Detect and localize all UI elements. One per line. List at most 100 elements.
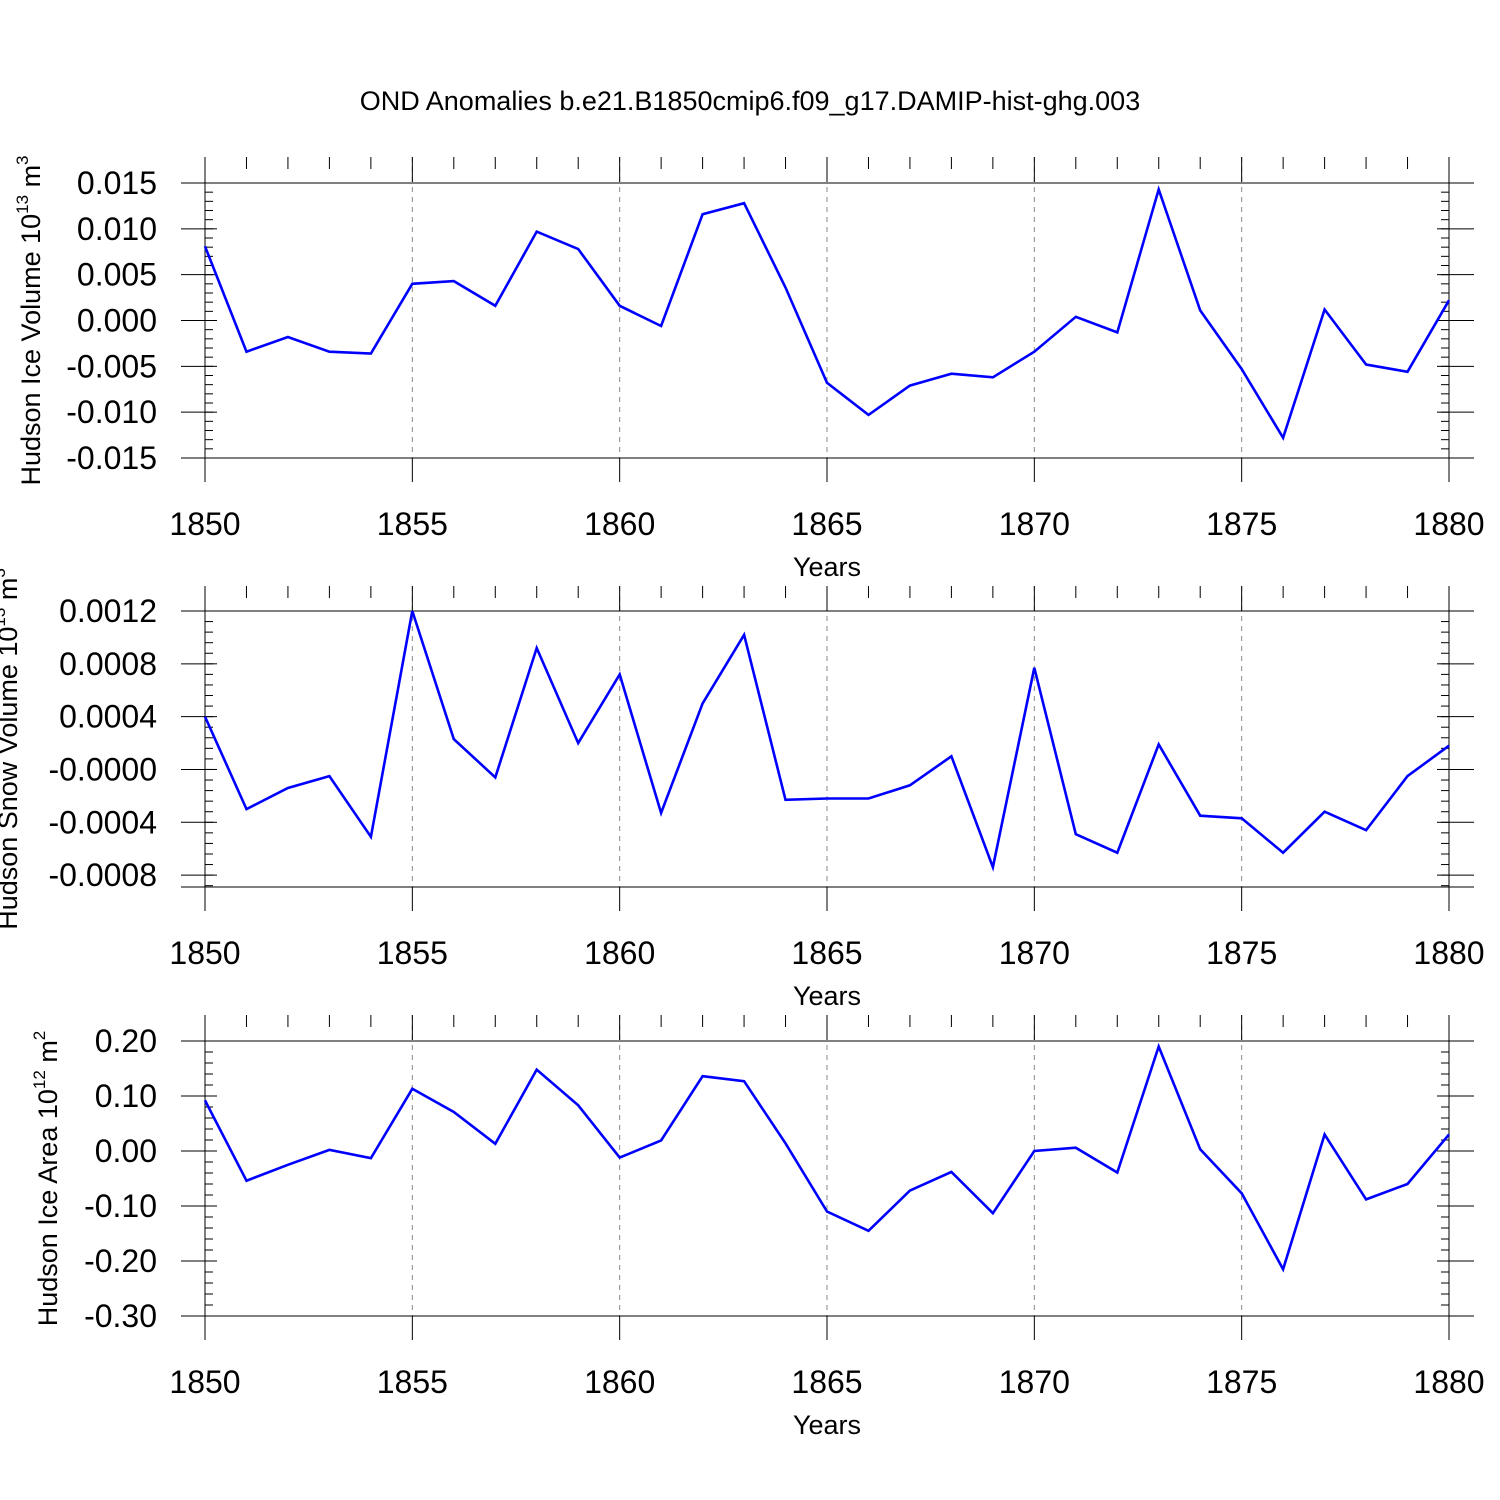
data-point [1281, 1267, 1285, 1271]
data-point [784, 1141, 788, 1145]
data-point [991, 865, 995, 869]
data-point [535, 646, 539, 650]
data-point [618, 672, 622, 676]
y-tick-label: 0.0012 [59, 593, 157, 629]
x-tick-label: 1880 [1413, 935, 1484, 971]
data-point [286, 335, 290, 339]
data-point [825, 1210, 829, 1214]
x-tick-label: 1880 [1413, 1364, 1484, 1400]
x-axis-title: Years [793, 981, 861, 1011]
data-point [1074, 315, 1078, 319]
data-point [825, 381, 829, 385]
data-point [576, 1103, 580, 1107]
data-point [452, 279, 456, 283]
x-tick-label: 1865 [791, 506, 862, 542]
data-point [327, 774, 331, 778]
data-point [410, 609, 414, 613]
data-point [908, 1189, 912, 1193]
data-point [1074, 832, 1078, 836]
data-point [1240, 1191, 1244, 1195]
data-point [1323, 308, 1327, 312]
chart-title: OND Anomalies b.e21.B1850cmip6.f09_g17.D… [360, 86, 1140, 116]
data-point [742, 1079, 746, 1083]
data-point [1240, 367, 1244, 371]
data-point [1364, 828, 1368, 832]
data-point [701, 701, 705, 705]
x-tick-label: 1865 [791, 1364, 862, 1400]
data-point [825, 797, 829, 801]
data-point [1157, 742, 1161, 746]
data-point [1032, 1149, 1036, 1153]
y-tick-label: -0.010 [66, 394, 157, 430]
x-tick-label: 1870 [999, 935, 1070, 971]
data-point [576, 741, 580, 745]
y-tick-label: -0.005 [66, 348, 157, 384]
data-point [493, 775, 497, 779]
data-point [1032, 350, 1036, 354]
data-point [535, 230, 539, 234]
panel-snow-volume: 0.0012 0.0008 0.0004 -0.0000 -0.0004 -0.0008 1… [0, 568, 1485, 1011]
data-point [369, 1156, 373, 1160]
y-tick-label: -0.0008 [48, 857, 157, 893]
data-point [1447, 1133, 1451, 1137]
series-line-snow-volume [203, 610, 1450, 872]
data-point [991, 1211, 995, 1215]
data-point [784, 798, 788, 802]
data-point [618, 1156, 622, 1160]
data-point [244, 350, 248, 354]
y-tick-label: 0.000 [77, 303, 157, 339]
x-tick-label: 1870 [999, 506, 1070, 542]
y-tick-label: -0.015 [66, 440, 157, 476]
data-point [410, 1087, 414, 1091]
y-tick-label: 0.00 [95, 1133, 157, 1169]
data-point [1406, 370, 1410, 374]
x-tick-label: 1855 [377, 1364, 448, 1400]
series-line-ice-volume [203, 185, 1451, 441]
data-point [1406, 774, 1410, 778]
data-point [452, 1110, 456, 1114]
data-point [1032, 666, 1036, 670]
y-tick-label: 0.10 [95, 1078, 157, 1114]
data-point [1323, 810, 1327, 814]
panel-ice-area: 0.20 0.10 0.00 -0.10 -0.20 -0.30 1850 1855 1860 1… [30, 1015, 1485, 1440]
data-point [1074, 1146, 1078, 1150]
data-point [949, 372, 953, 376]
panel-ice-volume: 0.015 0.010 0.005 0.000 -0.005 -0.010 -0.015 18… [13, 155, 1485, 582]
data-point [244, 807, 248, 811]
x-axis-title: Years [793, 1410, 861, 1440]
y-tick-label: -0.0004 [48, 804, 157, 840]
data-point [1281, 436, 1285, 440]
data-point [1364, 1197, 1368, 1201]
x-tick-label: 1855 [377, 935, 448, 971]
data-point [1157, 1045, 1161, 1049]
x-tick-label: 1850 [169, 1364, 240, 1400]
data-point [286, 1163, 290, 1167]
data-point [784, 286, 788, 290]
data-point [1364, 363, 1368, 367]
data-point [576, 247, 580, 251]
data-point [1281, 851, 1285, 855]
y-tick-label: -0.30 [84, 1298, 157, 1334]
data-point [991, 375, 995, 379]
y-tick-label: -0.0000 [48, 751, 157, 787]
data-point [203, 244, 207, 248]
y-tick-label: 0.0004 [59, 699, 157, 735]
data-point [1115, 330, 1119, 334]
y-tick-label: -0.20 [84, 1243, 157, 1279]
data-point [203, 715, 207, 719]
data-point [369, 352, 373, 356]
data-point [369, 835, 373, 839]
data-point [659, 324, 663, 328]
data-point [1240, 816, 1244, 820]
data-point [410, 282, 414, 286]
data-point [742, 201, 746, 205]
data-point [908, 384, 912, 388]
x-tick-label: 1860 [584, 935, 655, 971]
data-point [866, 413, 870, 417]
data-point [327, 1148, 331, 1152]
data-point [1447, 298, 1451, 302]
data-point [949, 1170, 953, 1174]
x-tick-label: 1850 [169, 935, 240, 971]
data-point [493, 1142, 497, 1146]
